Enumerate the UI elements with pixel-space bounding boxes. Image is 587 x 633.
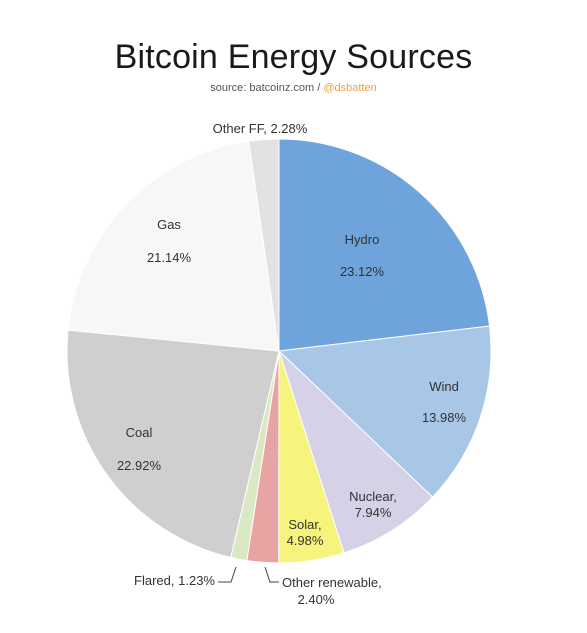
pie-slice-wind (277, 325, 492, 498)
pie-labels: Hydro 23.12% Wind 13.98% Nuclear, 7.94% … (117, 121, 467, 607)
slice-value-hydro: 23.12% (340, 264, 385, 279)
slice-label-solar: Solar, (288, 517, 321, 532)
pie-slice-nuclear (278, 350, 434, 554)
flared-value: 1.23% (178, 573, 215, 588)
slice-value-nuclear: 7.94% (355, 505, 392, 520)
pie-slice-hydro (278, 138, 491, 352)
slice-label-other-renewable: Other renewable, (282, 575, 382, 590)
other-ff-label: Other FF, (213, 121, 267, 136)
source-text: source: batcoinz.com / (210, 82, 324, 94)
other-ff-value: 2.28% (270, 121, 307, 136)
slice-label-wind: Wind (429, 379, 459, 394)
slice-value-solar: 4.98% (287, 533, 324, 548)
slice-label-nuclear: Nuclear, (349, 489, 397, 504)
slice-value-wind: 13.98% (422, 410, 467, 425)
slice-value-gas: 21.14% (147, 250, 192, 265)
flared-leader-line (218, 566, 237, 583)
pie-slice-other-ff (248, 138, 280, 352)
pie-slice-coal (66, 329, 280, 559)
chart-source: source: batcoinz.com / @dsbatten (0, 82, 587, 94)
chart-title: Bitcoin Energy Sources (114, 38, 473, 76)
slice-label-gas: Gas (157, 217, 181, 232)
pie-slices (66, 138, 492, 564)
slice-label-coal: Coal (126, 425, 153, 440)
slice-value-coal: 22.92% (117, 458, 162, 473)
slice-label-flared: Flared, 1.23% (134, 573, 215, 588)
slice-label-hydro: Hydro (345, 232, 380, 247)
other-renewable-leader-line (264, 566, 279, 583)
pie-slice-gas (67, 140, 280, 352)
source-handle: @dsbatten (323, 82, 377, 94)
slice-value-other-renewable: 2.40% (298, 592, 335, 607)
flared-label: Flared, (134, 573, 174, 588)
slice-label-other-ff: Other FF, 2.28% (213, 121, 308, 136)
